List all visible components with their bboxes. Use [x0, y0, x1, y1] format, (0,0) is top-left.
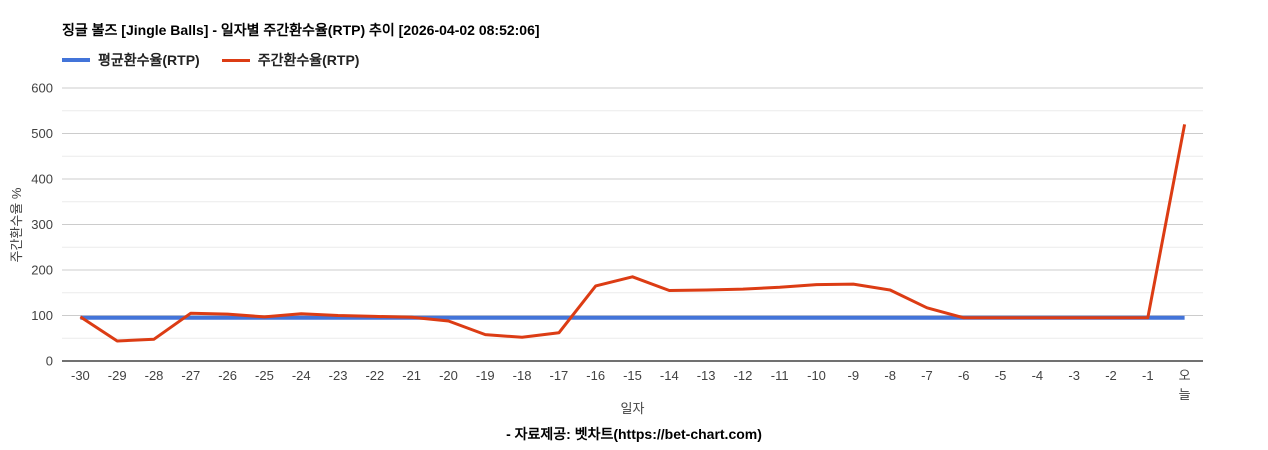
x-tick-label: 늘 — [1179, 387, 1191, 402]
x-tick-label: -22 — [365, 368, 384, 383]
legend-label-weekly-rtp: 주간환수율(RTP) — [257, 52, 360, 68]
x-axis-title: 일자 — [620, 401, 645, 416]
x-tick-label: -19 — [476, 368, 495, 383]
chart-title: 징글 볼즈 [Jingle Balls] - 일자별 주간환수율(RTP) 추이… — [62, 22, 540, 38]
x-tick-label: -9 — [848, 368, 860, 383]
x-tick-label: -14 — [660, 368, 679, 383]
x-tick-label: -25 — [255, 368, 274, 383]
x-tick-label: -1 — [1142, 368, 1154, 383]
x-tick-label: 오 — [1179, 368, 1191, 383]
x-tick-label: -27 — [181, 368, 200, 383]
legend-label-average-rtp: 평균환수율(RTP) — [98, 52, 200, 68]
x-tick-label: -26 — [218, 368, 237, 383]
x-tick-label: -18 — [513, 368, 532, 383]
x-tick-label: -8 — [884, 368, 896, 383]
x-tick-label: -4 — [1032, 368, 1044, 383]
weekly-rtp-line — [79, 124, 1187, 343]
y-tick-label: 500 — [31, 126, 53, 141]
x-tick-label: -21 — [402, 368, 421, 383]
x-tick-label: -11 — [771, 368, 789, 383]
x-tick-label: -28 — [145, 368, 164, 383]
x-tick-label: -24 — [292, 368, 311, 383]
y-tick-label: 400 — [31, 172, 53, 187]
x-tick-label: -17 — [549, 368, 568, 383]
data-provider-credit: - 자료제공: 벳차트(https://bet-chart.com) — [506, 426, 762, 442]
x-tick-label: -3 — [1068, 368, 1080, 383]
x-tick-label: -16 — [586, 368, 605, 383]
y-tick-label: 600 — [31, 81, 53, 96]
x-tick-label: -13 — [697, 368, 716, 383]
y-tick-label: 0 — [46, 354, 53, 369]
x-tick-label: -2 — [1105, 368, 1117, 383]
x-tick-label: -7 — [921, 368, 933, 383]
legend-item-weekly-rtp: 주간환수율(RTP) — [221, 50, 360, 70]
chart-legend: 평균환수율(RTP) 주간환수율(RTP) — [62, 50, 359, 70]
y-tick-label: 100 — [31, 308, 53, 323]
x-tick-label: -12 — [734, 368, 753, 383]
average-rtp-line-swatch — [62, 58, 90, 62]
x-tick-label: -15 — [623, 368, 642, 383]
y-tick-label: 200 — [31, 263, 53, 278]
x-tick-label: -20 — [439, 368, 458, 383]
x-tick-label: -6 — [958, 368, 970, 383]
x-tick-label: -5 — [995, 368, 1007, 383]
x-tick-label: -23 — [329, 368, 348, 383]
y-tick-label: 300 — [31, 217, 53, 232]
legend-item-average-rtp: 평균환수율(RTP) — [62, 50, 200, 70]
weekly-rtp-line-swatch — [221, 58, 250, 62]
x-tick-label: -10 — [807, 368, 826, 383]
x-tick-label: -30 — [71, 368, 90, 383]
x-tick-label: -29 — [108, 368, 127, 383]
